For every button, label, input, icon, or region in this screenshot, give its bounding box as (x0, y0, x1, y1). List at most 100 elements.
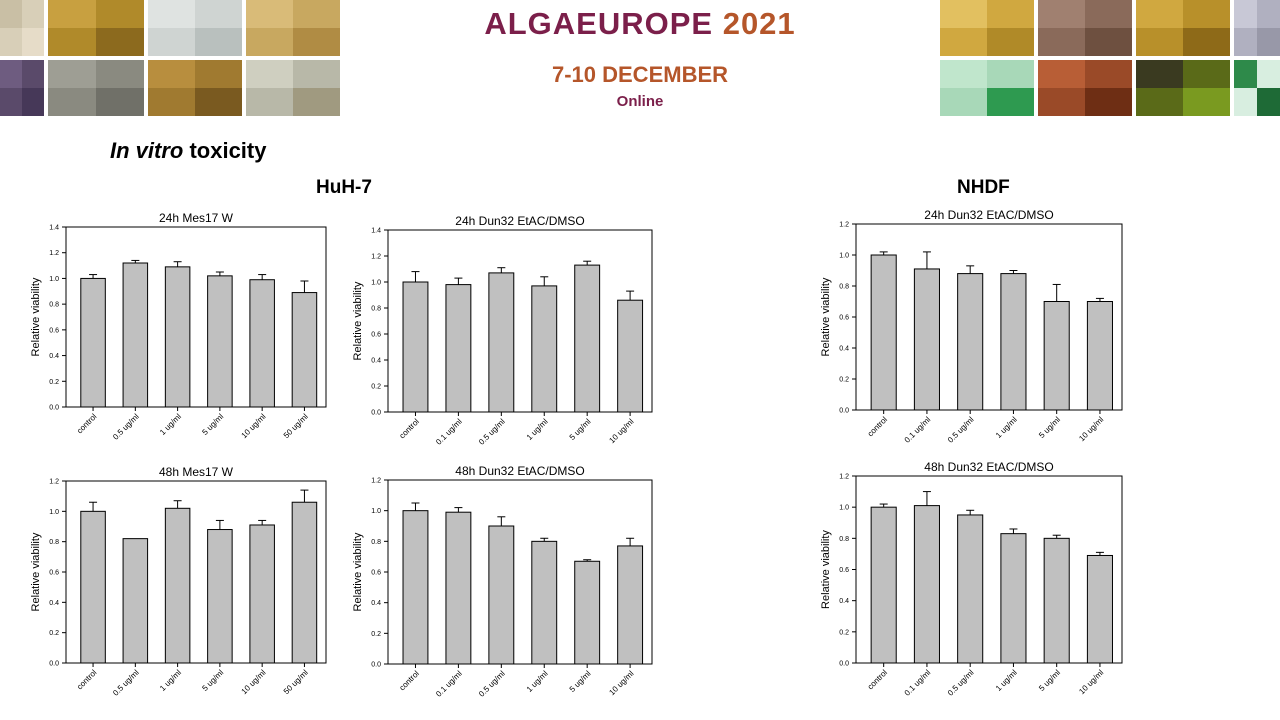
mosaic-tile (940, 0, 1034, 56)
plot-area: 48h Dun32 EtAC/DMSO 0.0 0.2 0.4 0.6 0.8 1.0 1.2… (820, 460, 1123, 698)
y-tick-label: 0.4 (371, 358, 381, 365)
y-tick-label: 0.4 (371, 600, 381, 607)
chart-24h-mes17-w: 24h Mes17 W 0.0 0.2 0.4 0.6 0.8 1.0 1.2 1.4 Relat… (30, 211, 327, 442)
x-tick-label: 1 ug/ml (158, 668, 183, 693)
banner-image-mosaic-right (940, 0, 1280, 116)
plot-area: 24h Dun32 EtAC/DMSO 0.0 0.2 0.4 0.6 0.8 1.0 1.2… (820, 208, 1123, 445)
event-year: 2021 (722, 6, 796, 41)
bar (80, 510, 106, 664)
group-title-huh7: HuH-7 (316, 177, 372, 198)
chart-24h-dun32-huh7: 24h Dun32 EtAC/DMSO 0.0 0.2 0.4 0.6 0.8 1.0 1.2… (352, 214, 653, 447)
y-tick-label: 1.2 (839, 474, 849, 481)
y-tick-label: 1.0 (371, 280, 381, 287)
chart-48h-mes17-w: 48h Mes17 W 0.0 0.2 0.4 0.6 0.8 1.0 1.2 Relative… (30, 465, 327, 698)
bar (488, 272, 515, 413)
bar (445, 284, 472, 413)
section-title-italic: In vitro (110, 138, 184, 163)
y-tick-label: 0.8 (49, 539, 59, 546)
event-dates: 7-10 DECEMBER (551, 62, 729, 87)
y-tick-label: 1.2 (49, 250, 59, 257)
bar (617, 545, 644, 665)
x-tick-label: control (75, 668, 99, 692)
bar (402, 510, 429, 665)
bar (164, 507, 191, 664)
section-title-rest: toxicity (183, 138, 267, 163)
mosaic-tile (1234, 0, 1280, 56)
x-tick-label: 0.1 ug/ml (434, 669, 464, 699)
y-tick-label: 0.2 (839, 629, 849, 636)
bar (913, 505, 940, 664)
chart-title: 24h Dun32 EtAC/DMSO (924, 208, 1053, 222)
x-tick-label: control (398, 669, 422, 693)
bar (207, 275, 233, 408)
y-tick-label: 0.2 (839, 377, 849, 384)
x-tick-label: 10 ug/ml (607, 417, 635, 445)
y-axis-label: Relative viability (352, 281, 364, 360)
mosaic-tile (1234, 60, 1280, 116)
x-tick-label: 1 ug/ml (525, 669, 550, 694)
x-tick-label: 1 ug/ml (158, 412, 183, 437)
y-tick-label: 0.0 (839, 661, 849, 668)
y-tick-label: 0.2 (49, 630, 59, 637)
bar (488, 525, 515, 665)
x-tick-label: control (75, 412, 99, 436)
x-tick-label: control (866, 668, 890, 692)
mosaic-tile (1136, 60, 1230, 116)
mosaic-tile (1038, 0, 1132, 56)
x-tick-label: 5 ug/ml (1037, 668, 1062, 693)
y-tick-label: 0.8 (839, 284, 849, 291)
y-tick-label: 0.6 (49, 570, 59, 577)
axes-frame (387, 229, 653, 413)
axes-frame (65, 226, 327, 408)
bar (291, 501, 318, 664)
x-tick-label: 10 ug/ml (1077, 415, 1105, 443)
y-tick-label: 0.0 (49, 661, 59, 668)
x-tick-label: 1 ug/ml (994, 668, 1019, 693)
x-tick-label: 50 ug/ml (282, 412, 310, 440)
y-tick-label: 1.0 (371, 508, 381, 515)
mosaic-tile (48, 60, 144, 116)
y-tick-label: 1.0 (839, 505, 849, 512)
y-tick-label: 0.2 (371, 384, 381, 391)
y-tick-label: 0.6 (839, 315, 849, 322)
y-tick-label: 1.2 (839, 222, 849, 229)
x-tick-label: control (398, 417, 422, 441)
mosaic-tile (0, 0, 44, 56)
x-tick-label: 1 ug/ml (994, 415, 1019, 440)
y-axis-label: Relative viability (30, 532, 42, 611)
x-tick-label: 0.5 ug/ml (111, 668, 141, 698)
bar (913, 268, 940, 411)
y-tick-label: 1.4 (49, 225, 59, 232)
mosaic-tile (0, 60, 44, 116)
event-title: ALGAEUROPE 2021 (340, 6, 940, 42)
x-tick-label: 5 ug/ml (568, 417, 593, 442)
bar (122, 262, 149, 408)
y-tick-label: 0.2 (371, 631, 381, 638)
bar (617, 299, 644, 413)
y-tick-label: 1.2 (49, 479, 59, 486)
y-axis-label: Relative viability (30, 277, 42, 356)
y-tick-label: 1.2 (371, 254, 381, 261)
mosaic-tile (1038, 60, 1132, 116)
x-tick-label: 0.5 ug/ml (111, 412, 141, 442)
x-tick-label: 0.5 ug/ml (946, 415, 976, 445)
y-axis-label: Relative viability (352, 532, 364, 611)
mosaic-tile (246, 0, 340, 56)
x-tick-label: 10 ug/ml (240, 668, 268, 696)
y-tick-label: 0.8 (839, 536, 849, 543)
bar (1000, 533, 1027, 664)
mosaic-tile (940, 60, 1034, 116)
section-title: In vitro toxicity (110, 138, 266, 164)
x-tick-label: 10 ug/ml (240, 412, 268, 440)
bar (870, 254, 897, 411)
chart-title: 48h Mes17 W (159, 465, 234, 479)
chart-24h-dun32-nhdf: 24h Dun32 EtAC/DMSO 0.0 0.2 0.4 0.6 0.8 1.0 1.2… (820, 208, 1123, 445)
plot-area: 24h Mes17 W 0.0 0.2 0.4 0.6 0.8 1.0 1.2 1.4 Relat… (30, 211, 327, 442)
bar (1086, 554, 1113, 664)
x-tick-label: 50 ug/ml (282, 668, 310, 696)
plot-area: 48h Dun32 EtAC/DMSO 0.0 0.2 0.4 0.6 0.8 1.0 1.2… (352, 464, 653, 699)
y-axis-label: Relative viability (820, 277, 832, 356)
y-tick-label: 0.0 (49, 405, 59, 412)
plot-area: 24h Dun32 EtAC/DMSO 0.0 0.2 0.4 0.6 0.8 1.0 1.2… (352, 214, 653, 447)
x-tick-label: 0.5 ug/ml (477, 669, 507, 699)
